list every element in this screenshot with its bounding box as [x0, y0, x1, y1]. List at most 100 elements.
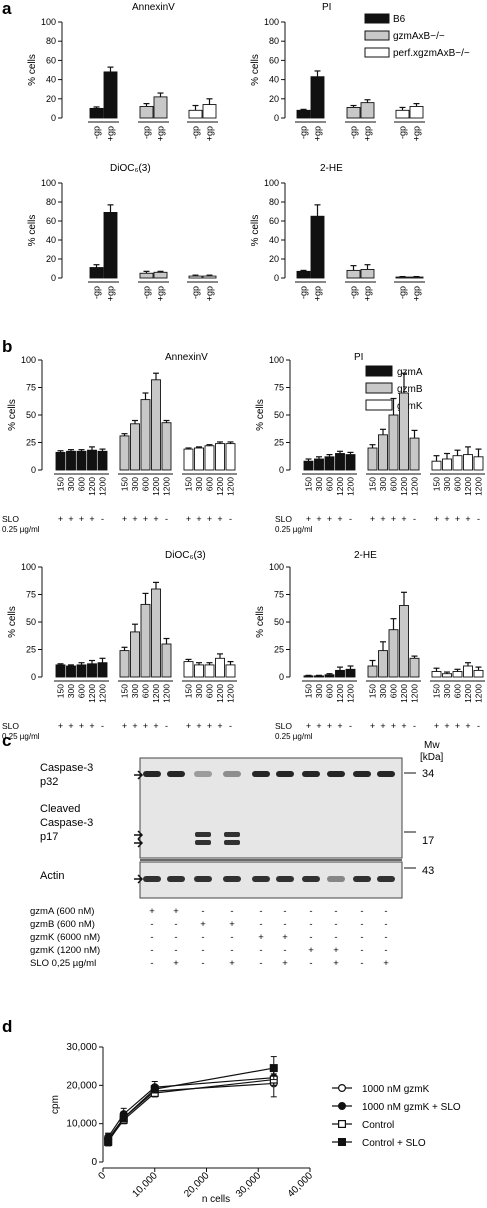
data-point	[150, 1085, 159, 1094]
treatment-sign: +	[229, 958, 235, 969]
slo-sign: +	[337, 514, 342, 524]
x-tick-label: 150	[56, 477, 66, 491]
x-tick-label: 300	[66, 684, 76, 698]
bar	[442, 673, 452, 678]
bar	[87, 663, 97, 678]
treatment-sign: -	[150, 919, 153, 930]
y-tick-label: 60	[46, 55, 56, 65]
bar	[161, 643, 172, 678]
y-tick-label: 0	[31, 672, 36, 682]
y-tick-label: 25	[274, 645, 284, 655]
bar	[139, 272, 154, 279]
legend-b-swatch-gzma	[365, 365, 393, 377]
bar	[345, 668, 356, 678]
bar	[183, 661, 194, 678]
slo-sign: +	[391, 514, 396, 524]
bar	[388, 629, 399, 678]
bar	[473, 456, 484, 471]
slo-concentration: 0.25 µg/ml	[275, 525, 313, 534]
y-tick-label: 100	[41, 178, 56, 188]
band-actin	[194, 876, 212, 882]
legend-a-label-b6: B6	[393, 14, 406, 25]
legend-a-swatch-gzmaxb	[364, 30, 390, 41]
chart-title: DiOC₆(3)	[165, 550, 206, 561]
y-tick-label: 60	[46, 216, 56, 226]
legend-a-swatch-b6	[364, 13, 390, 24]
slo-sign: +	[132, 721, 137, 731]
treatment-sign: -	[201, 945, 204, 956]
x-tick-label: 300	[442, 684, 452, 698]
treatment-sign: -	[230, 945, 233, 956]
bar	[409, 276, 424, 279]
slo-sign: +	[122, 721, 127, 731]
y-tick-label: 20,000	[66, 1080, 97, 1091]
slo-sign: +	[58, 514, 63, 524]
slo-sign: +	[455, 721, 460, 731]
band-caspase-p32	[327, 771, 345, 777]
x-tick-label: 150	[368, 477, 378, 491]
bar	[335, 669, 345, 678]
bar	[202, 275, 217, 279]
legend-b: gzmA gzmB gzmK	[365, 365, 423, 412]
bar	[119, 435, 130, 471]
bar	[55, 664, 66, 678]
x-tick-label: 600	[141, 477, 151, 491]
bar	[76, 664, 87, 678]
label-cleaved-line1: Cleaved	[40, 803, 80, 815]
x-tick-label: 1200	[151, 684, 161, 703]
bar	[89, 267, 104, 279]
treatment-sign: -	[334, 919, 337, 930]
bar	[103, 211, 118, 279]
legend-marker	[338, 1137, 347, 1146]
bar	[409, 106, 424, 119]
y-tick-label: 60	[269, 55, 279, 65]
bar	[225, 443, 236, 471]
x-tick-label: 1200	[346, 684, 356, 703]
label-caspase3-p32-line1: Caspase-3	[40, 762, 93, 774]
y-axis-label: % cells	[7, 606, 18, 638]
chart-title: PI	[322, 2, 331, 13]
band-actin	[377, 876, 395, 882]
x-tick-label: +gp	[106, 286, 116, 301]
bar	[324, 456, 335, 471]
bar	[55, 451, 66, 471]
x-tick-label: 600	[77, 477, 87, 491]
x-tick-label: 150	[432, 684, 442, 698]
bar	[140, 399, 151, 471]
x-tick-label: +gp	[205, 286, 215, 301]
chart-a-2he: 2-HE 0 20 40 60 80 100 % cells -gp +gp -gp +gp -gp +g…	[250, 163, 425, 301]
legend-b-label-gzmb: gzmB	[397, 384, 423, 395]
panel-label-a: a	[2, 0, 12, 18]
slo-sign: -	[165, 721, 168, 731]
x-tick-label: 150	[56, 684, 66, 698]
y-tick-label: 40	[269, 75, 279, 85]
x-tick-label: +gp	[106, 126, 116, 141]
y-tick-label: 100	[269, 355, 284, 365]
treatment-sign: +	[258, 932, 264, 943]
treatment-label: gzmA (600 nM)	[30, 906, 94, 917]
x-tick-label: -gp	[142, 126, 152, 139]
slo-sign: +	[122, 514, 127, 524]
treatment-sign: -	[384, 919, 387, 930]
slo-sign: +	[186, 721, 191, 731]
bar	[310, 76, 325, 119]
bar	[431, 671, 442, 678]
treatment-sign: -	[201, 958, 204, 969]
bar	[409, 437, 420, 471]
slo-sign: +	[79, 721, 84, 731]
x-tick-label: 1200	[98, 477, 108, 496]
y-tick-label: 80	[46, 197, 56, 207]
treatment-sign: -	[259, 919, 262, 930]
chart-title: 2-HE	[354, 550, 377, 561]
legend-b-swatch-gzmb	[365, 382, 393, 394]
treatment-sign: +	[173, 958, 179, 969]
mw-label-34: 34	[422, 768, 434, 780]
slo-sign: +	[444, 514, 449, 524]
bar	[367, 665, 378, 678]
y-tick-label: 0	[274, 273, 279, 283]
y-tick-label: 20	[269, 94, 279, 104]
bar	[409, 657, 420, 678]
y-tick-label: 30,000	[66, 1042, 97, 1053]
bar	[183, 448, 194, 471]
